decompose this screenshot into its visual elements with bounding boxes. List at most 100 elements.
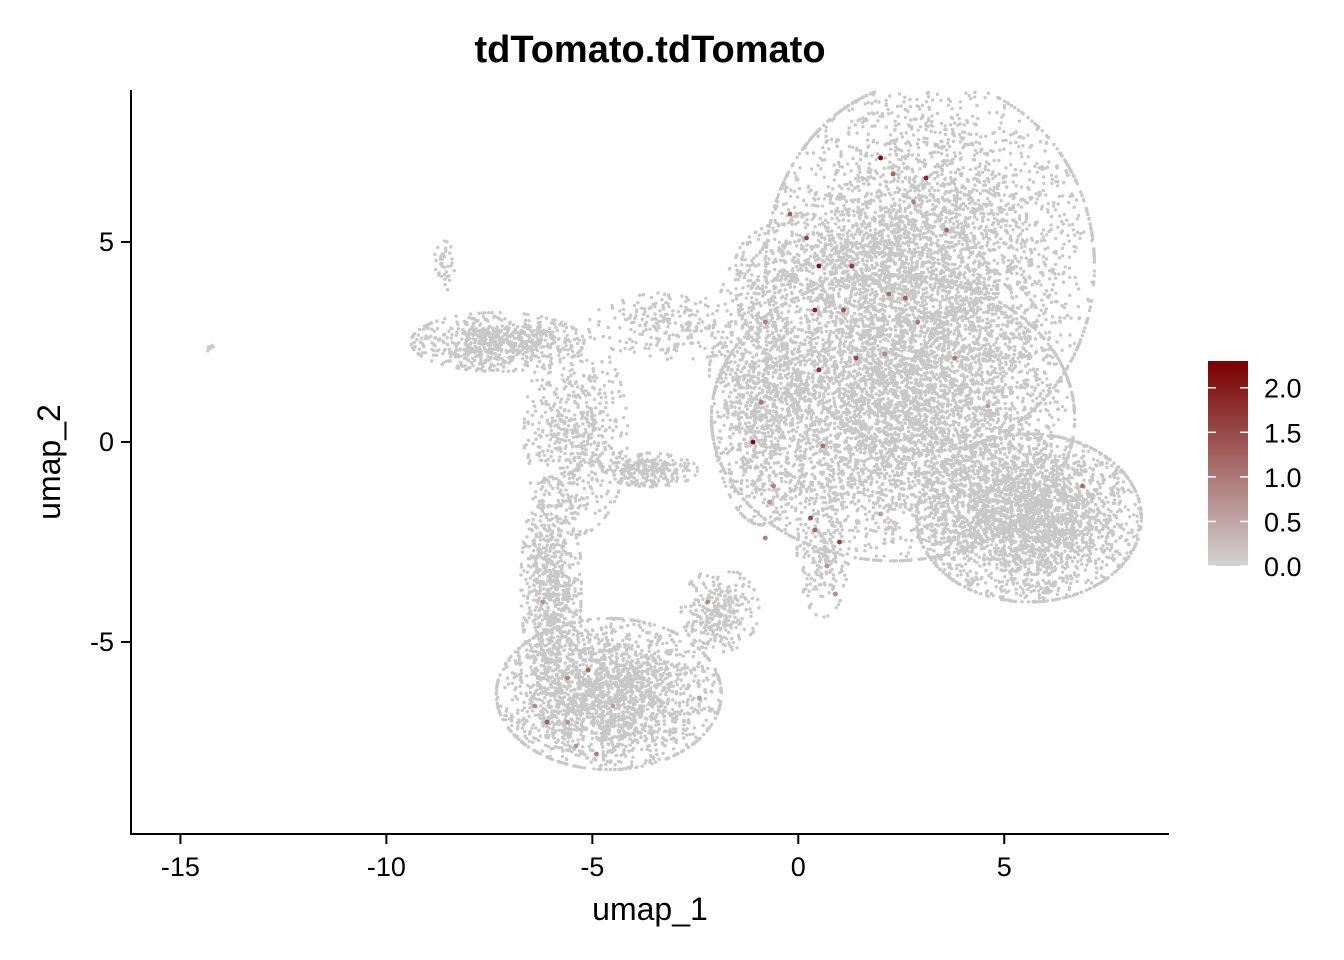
cell-point <box>1039 239 1044 243</box>
cell-point <box>918 167 922 171</box>
cell-point <box>1038 140 1043 144</box>
cell-point <box>934 220 938 224</box>
cell-point <box>978 281 982 286</box>
cell-point <box>876 119 880 123</box>
cell-point <box>919 202 924 206</box>
cell-point <box>944 246 948 250</box>
cell-point <box>985 321 989 325</box>
cell-point <box>948 123 953 127</box>
cell-point <box>818 216 822 221</box>
cell-point <box>940 405 945 409</box>
cell-point <box>899 535 903 540</box>
cell-point <box>951 130 956 135</box>
cell-point <box>1020 228 1025 233</box>
cell-point <box>962 192 966 196</box>
cell-point <box>1056 180 1060 184</box>
cell-point <box>927 247 931 251</box>
cell-point <box>865 259 870 263</box>
cell-point <box>905 167 909 171</box>
cell-point <box>809 337 814 342</box>
cell-point <box>815 253 819 258</box>
cell-point <box>959 173 963 178</box>
cell-point <box>1017 225 1021 230</box>
cell-point <box>889 147 893 151</box>
cell-point <box>933 177 937 181</box>
cell-point <box>955 191 960 195</box>
cell-point <box>1065 173 1070 177</box>
cell-point <box>918 125 923 129</box>
cell-point <box>1004 406 1008 411</box>
cell-point <box>994 235 998 239</box>
cell-point <box>958 231 962 235</box>
cell-point <box>1043 166 1047 171</box>
cell-point <box>963 324 967 328</box>
cell-point <box>924 121 928 126</box>
cell-point <box>955 113 960 117</box>
cell-point <box>861 125 865 129</box>
cell-point <box>940 288 944 292</box>
cell-point <box>821 123 826 127</box>
cell-point <box>938 165 943 170</box>
cell-point <box>977 170 981 174</box>
cell-point <box>928 212 932 217</box>
cell-point <box>1020 273 1024 277</box>
cell-point <box>866 306 870 311</box>
cell-point <box>1017 119 1022 123</box>
cell-point <box>978 261 982 266</box>
cell-point <box>873 219 877 223</box>
cell-point <box>944 250 948 254</box>
cell-point <box>924 331 928 335</box>
cell-point <box>957 254 961 259</box>
cell-point <box>991 284 995 288</box>
cell-point <box>906 239 911 244</box>
cell-point <box>1015 248 1019 252</box>
cell-point <box>804 203 809 207</box>
cell-point <box>935 214 939 218</box>
cell-point <box>948 246 952 250</box>
cell-point <box>883 193 887 197</box>
cell-point <box>856 299 861 304</box>
cell-point <box>944 312 948 316</box>
cell-point <box>793 240 797 244</box>
cell-point <box>982 183 986 188</box>
cell-point <box>971 143 975 147</box>
cell-point <box>1033 220 1038 225</box>
cell-point <box>996 316 1001 320</box>
cell-point <box>922 247 926 252</box>
cell-point <box>934 273 939 277</box>
cell-point <box>957 276 961 280</box>
cell-point <box>939 98 943 103</box>
cell-point <box>866 182 871 187</box>
cell-point <box>803 221 807 225</box>
cell-point <box>904 258 909 262</box>
cell-point <box>949 235 954 239</box>
cell-point <box>1029 305 1034 309</box>
cell-point <box>953 262 957 267</box>
cell-point <box>1008 237 1012 241</box>
cell-point <box>866 301 870 305</box>
cell-point <box>826 221 830 225</box>
cell-point <box>861 319 865 323</box>
cell-point <box>981 219 985 223</box>
cell-point <box>865 118 869 123</box>
cell-point <box>928 198 932 203</box>
cell-point <box>834 315 839 319</box>
cell-point <box>1041 188 1045 193</box>
cell-point <box>904 277 908 281</box>
cell-point <box>975 217 979 222</box>
cell-point <box>1021 239 1026 244</box>
cell-point <box>973 201 977 206</box>
cell-point <box>1040 232 1044 236</box>
cell-point <box>889 327 893 332</box>
cell-point <box>892 177 896 181</box>
cell-point <box>972 240 976 244</box>
cell-point <box>887 314 892 319</box>
cell-point <box>930 456 934 461</box>
cell-point <box>922 136 926 140</box>
cell-point <box>857 188 861 193</box>
cell-point <box>849 169 853 173</box>
cell-point <box>1078 236 1082 240</box>
cell-point <box>985 196 990 201</box>
cell-point <box>1057 272 1061 276</box>
cell-point <box>784 523 789 528</box>
